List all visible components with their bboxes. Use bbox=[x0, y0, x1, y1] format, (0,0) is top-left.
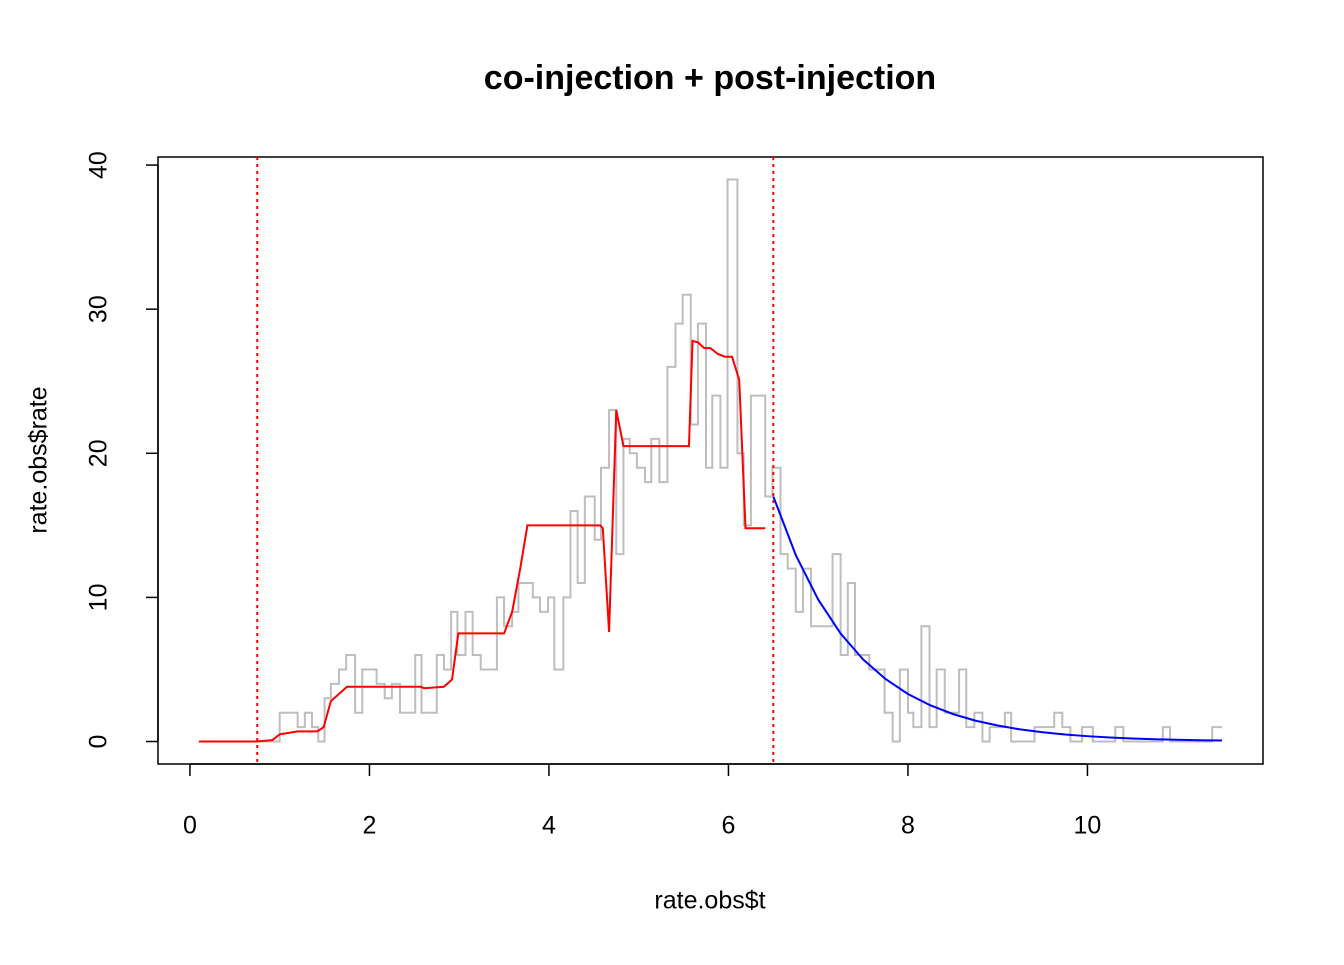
y-tick-label: 10 bbox=[85, 584, 113, 612]
x-axis-label: rate.obs$t bbox=[654, 887, 765, 915]
y-tick-label: 0 bbox=[85, 735, 113, 749]
x-tick-label: 10 bbox=[1074, 812, 1102, 840]
x-tick-label: 4 bbox=[542, 812, 556, 840]
y-axis-label: rate.obs$rate bbox=[25, 386, 53, 533]
y-tick-label: 20 bbox=[85, 439, 113, 467]
data-line bbox=[772, 496, 1223, 742]
data-line bbox=[198, 339, 766, 743]
chart-title: co-injection + post-injection bbox=[484, 59, 936, 97]
y-tick-label: 30 bbox=[85, 295, 113, 323]
x-tick-label: 2 bbox=[362, 812, 376, 840]
x-tick-label: 0 bbox=[183, 812, 197, 840]
x-tick-label: 8 bbox=[901, 812, 915, 840]
data-line bbox=[198, 178, 1223, 743]
x-tick-label: 6 bbox=[721, 812, 735, 840]
plot-box bbox=[157, 156, 1264, 765]
y-tick-label: 40 bbox=[85, 151, 113, 179]
